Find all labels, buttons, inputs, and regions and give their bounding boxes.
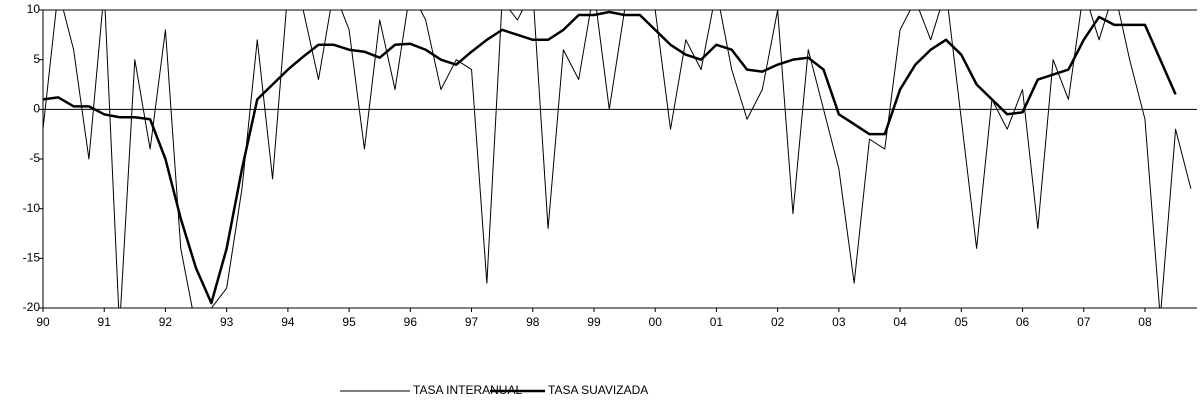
x-tick-label: 05 — [955, 315, 969, 329]
x-tick-label: 91 — [98, 315, 112, 329]
x-tick-label: 02 — [771, 315, 785, 329]
x-tick-label: 07 — [1077, 315, 1091, 329]
x-tick-label: 95 — [342, 315, 356, 329]
y-tick-label: 0 — [33, 102, 40, 116]
x-tick-label: 00 — [649, 315, 663, 329]
y-tick-label: -15 — [23, 251, 41, 265]
y-tick-label: 5 — [33, 52, 40, 66]
x-tick-label: 98 — [526, 315, 540, 329]
x-tick-label: 93 — [220, 315, 234, 329]
y-tick-label: -20 — [23, 300, 41, 314]
series-line — [43, 10, 1177, 305]
y-tick-label: 10 — [27, 2, 41, 16]
y-tick-label: -10 — [23, 201, 41, 215]
x-tick-label: 99 — [587, 315, 601, 329]
y-tick-label: -5 — [29, 151, 40, 165]
legend-label: TASA SUAVIZADA — [548, 383, 648, 397]
x-tick-label: 97 — [465, 315, 479, 329]
x-tick-label: 06 — [1016, 315, 1030, 329]
x-tick-label: 04 — [893, 315, 907, 329]
x-tick-label: 94 — [281, 315, 295, 329]
x-tick-label: 03 — [832, 315, 846, 329]
plot-area — [43, 10, 1192, 308]
x-tick-label: 08 — [1138, 315, 1152, 329]
x-tick-label: 92 — [159, 315, 173, 329]
x-tick-label: 96 — [404, 315, 418, 329]
series-line — [43, 10, 1192, 308]
x-tick-label: 90 — [36, 315, 50, 329]
x-tick-label: 01 — [710, 315, 724, 329]
legend-label: TASA INTERANUAL — [413, 383, 522, 397]
